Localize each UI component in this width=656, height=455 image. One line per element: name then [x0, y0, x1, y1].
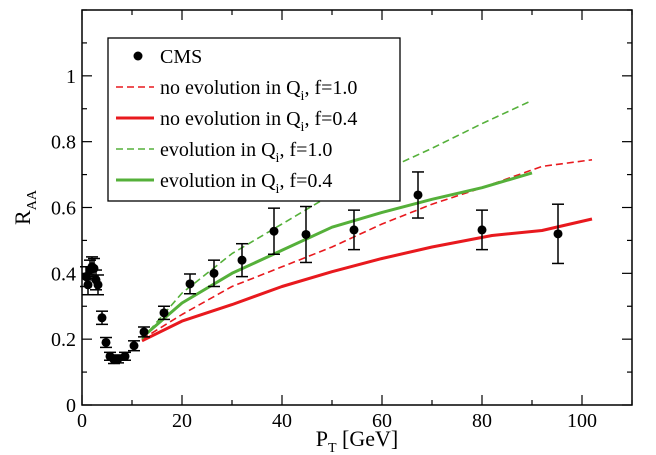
data-point [301, 229, 311, 239]
x-tick-label: 60 [372, 410, 392, 432]
plot-content [80, 99, 593, 365]
data-point [113, 354, 123, 364]
y-tick-label: 1 [66, 66, 76, 88]
data-point [93, 280, 103, 290]
series-line-s2 [141, 217, 593, 343]
x-axis-title: PT [GeV] [316, 426, 399, 455]
cms-point [236, 242, 248, 278]
cms-point [100, 336, 112, 349]
cms-point [96, 310, 108, 326]
legend-label: no evolution in Qi, f=1.0 [160, 77, 357, 104]
data-point [120, 351, 130, 361]
data-point [89, 263, 99, 273]
cms-point [348, 209, 360, 251]
y-tick-label: 0.8 [51, 132, 76, 154]
data-point [139, 327, 149, 337]
y-axis-title: RAA [10, 189, 40, 225]
legend-item-cms: CMS [133, 46, 202, 68]
data-point [553, 229, 563, 239]
cms-point [552, 203, 564, 265]
series-line-s4 [141, 171, 533, 339]
legend-marker [133, 51, 143, 61]
legend-item-s3: evolution in Qi, f=1.0 [116, 139, 332, 166]
data-point [209, 268, 219, 278]
series-line-s3 [141, 99, 533, 340]
legend-label: CMS [160, 46, 202, 68]
data-point [349, 225, 359, 235]
cms-point [208, 259, 220, 288]
data-point [83, 280, 93, 290]
cms-point [119, 351, 131, 361]
x-tick-label: 0 [77, 410, 87, 432]
y-tick-label: 0.4 [51, 263, 76, 285]
x-tick-label: 100 [567, 410, 597, 432]
axes: 0 20 40 60 80 100 0 0.2 0.4 0.6 0.8 1 PT [GeV] RAA [10, 9, 633, 455]
cms-point [300, 205, 312, 264]
legend-label: evolution in Qi, f=0.4 [160, 170, 332, 197]
cms-point [112, 354, 124, 364]
cms-point [92, 274, 104, 296]
x-tick-label: 80 [472, 410, 492, 432]
data-point [237, 255, 247, 265]
cms-point [128, 340, 140, 352]
data-point [159, 308, 169, 318]
cms-point [138, 326, 150, 338]
legend-item-s2: no evolution in Qi, f=0.4 [116, 108, 357, 135]
cms-point [412, 171, 424, 219]
legend-label: evolution in Qi, f=1.0 [160, 139, 332, 166]
data-point [101, 337, 111, 347]
data-point [413, 190, 423, 200]
cms-point [268, 207, 280, 255]
y-tick-label: 0.2 [51, 329, 76, 351]
x-tick-label: 40 [272, 410, 292, 432]
data-point [269, 226, 279, 236]
y-tick-label: 0.6 [51, 198, 76, 220]
y-tick-label: 0 [66, 395, 76, 417]
legend-item-s4: evolution in Qi, f=0.4 [116, 170, 332, 197]
cms-point [476, 209, 488, 251]
legend: CMS no evolution in Qi, f=1.0 no evolution… [107, 37, 401, 202]
legend-label: no evolution in Qi, f=0.4 [160, 108, 357, 135]
legend-box [107, 37, 401, 202]
data-point [477, 225, 487, 235]
data-point [185, 279, 195, 289]
data-point [129, 341, 139, 351]
cms-point [184, 273, 196, 295]
cms-point [158, 305, 170, 321]
data-point [97, 313, 107, 323]
x-tick-label: 20 [172, 410, 192, 432]
legend-item-s1: no evolution in Qi, f=1.0 [116, 77, 357, 104]
